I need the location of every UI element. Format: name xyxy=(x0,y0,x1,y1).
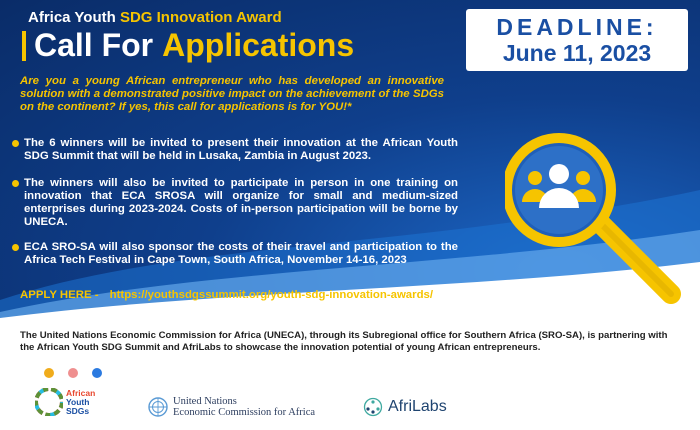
afrilabs-logo: AfriLabs xyxy=(363,397,447,417)
deadline-date: June 11, 2023 xyxy=(502,40,652,66)
un-emblem-icon xyxy=(148,397,168,417)
list-item: The winners will also be invited to part… xyxy=(12,177,458,229)
list-item: The 6 winners will be invited to present… xyxy=(12,137,458,163)
heading-accent-bar xyxy=(22,30,26,61)
apply-line: APPLY HERE - https://youthsdgssummit.org… xyxy=(20,289,433,301)
uneca-line2: Economic Commission for Africa xyxy=(173,407,316,418)
bullet-dot-icon xyxy=(12,180,19,187)
afrilabs-emblem-icon xyxy=(363,397,383,417)
sdg-logo-line3: SDGs xyxy=(66,405,90,416)
uneca-line1: United Nations xyxy=(173,396,237,407)
bullet-dot-icon xyxy=(12,244,19,251)
african-youth-sdgs-logo: African Youth SDGs xyxy=(35,388,95,416)
uneca-logo: United Nations Economic Commission for A… xyxy=(148,396,315,418)
list-item: ECA SRO-SA will also sponsor the costs o… xyxy=(12,241,458,267)
bullet-dot-icon xyxy=(12,140,19,147)
list-item-text: The winners will also be invited to part… xyxy=(24,177,458,228)
call-for-applications-heading: Call For Applications xyxy=(22,27,354,64)
award-title: Africa Youth SDG Innovation Award xyxy=(28,9,282,26)
heading-white-text: Call For xyxy=(34,27,154,63)
partnership-statement: The United Nations Economic Commission f… xyxy=(20,330,668,353)
dot-yellow-icon xyxy=(44,368,54,378)
deadline-label: DEADLINE: xyxy=(496,14,658,40)
intro-question: Are you a young African entrepreneur who… xyxy=(20,75,444,113)
apply-label: APPLY HERE - xyxy=(20,289,99,301)
dot-blue-icon xyxy=(92,368,102,378)
heading-yellow-text: Applications xyxy=(162,27,355,63)
deadline-box: DEADLINE: June 11, 2023 xyxy=(466,9,688,71)
magnifying-glass-people-icon xyxy=(505,133,681,304)
sdg-logo-line1: African xyxy=(66,387,96,398)
hero-banner: Africa Youth SDG Innovation Award Call F… xyxy=(0,0,700,318)
apply-link[interactable]: https://youthsdgssummit.org/youth-sdg-in… xyxy=(109,289,434,301)
afrilabs-name: AfriLabs xyxy=(388,398,447,415)
benefits-list: The 6 winners will be invited to present… xyxy=(12,137,458,267)
decorative-dots xyxy=(44,368,102,378)
award-title-highlight: SDG Innovation Award xyxy=(119,9,282,26)
list-item-text: ECA SRO-SA will also sponsor the costs o… xyxy=(24,241,458,266)
award-title-prefix: Africa Youth xyxy=(28,9,120,26)
list-item-text: The 6 winners will be invited to present… xyxy=(24,137,458,162)
sdg-logo-line2: Youth xyxy=(66,396,90,407)
sdg-wheel-icon xyxy=(35,388,63,416)
dot-pink-icon xyxy=(68,368,78,378)
